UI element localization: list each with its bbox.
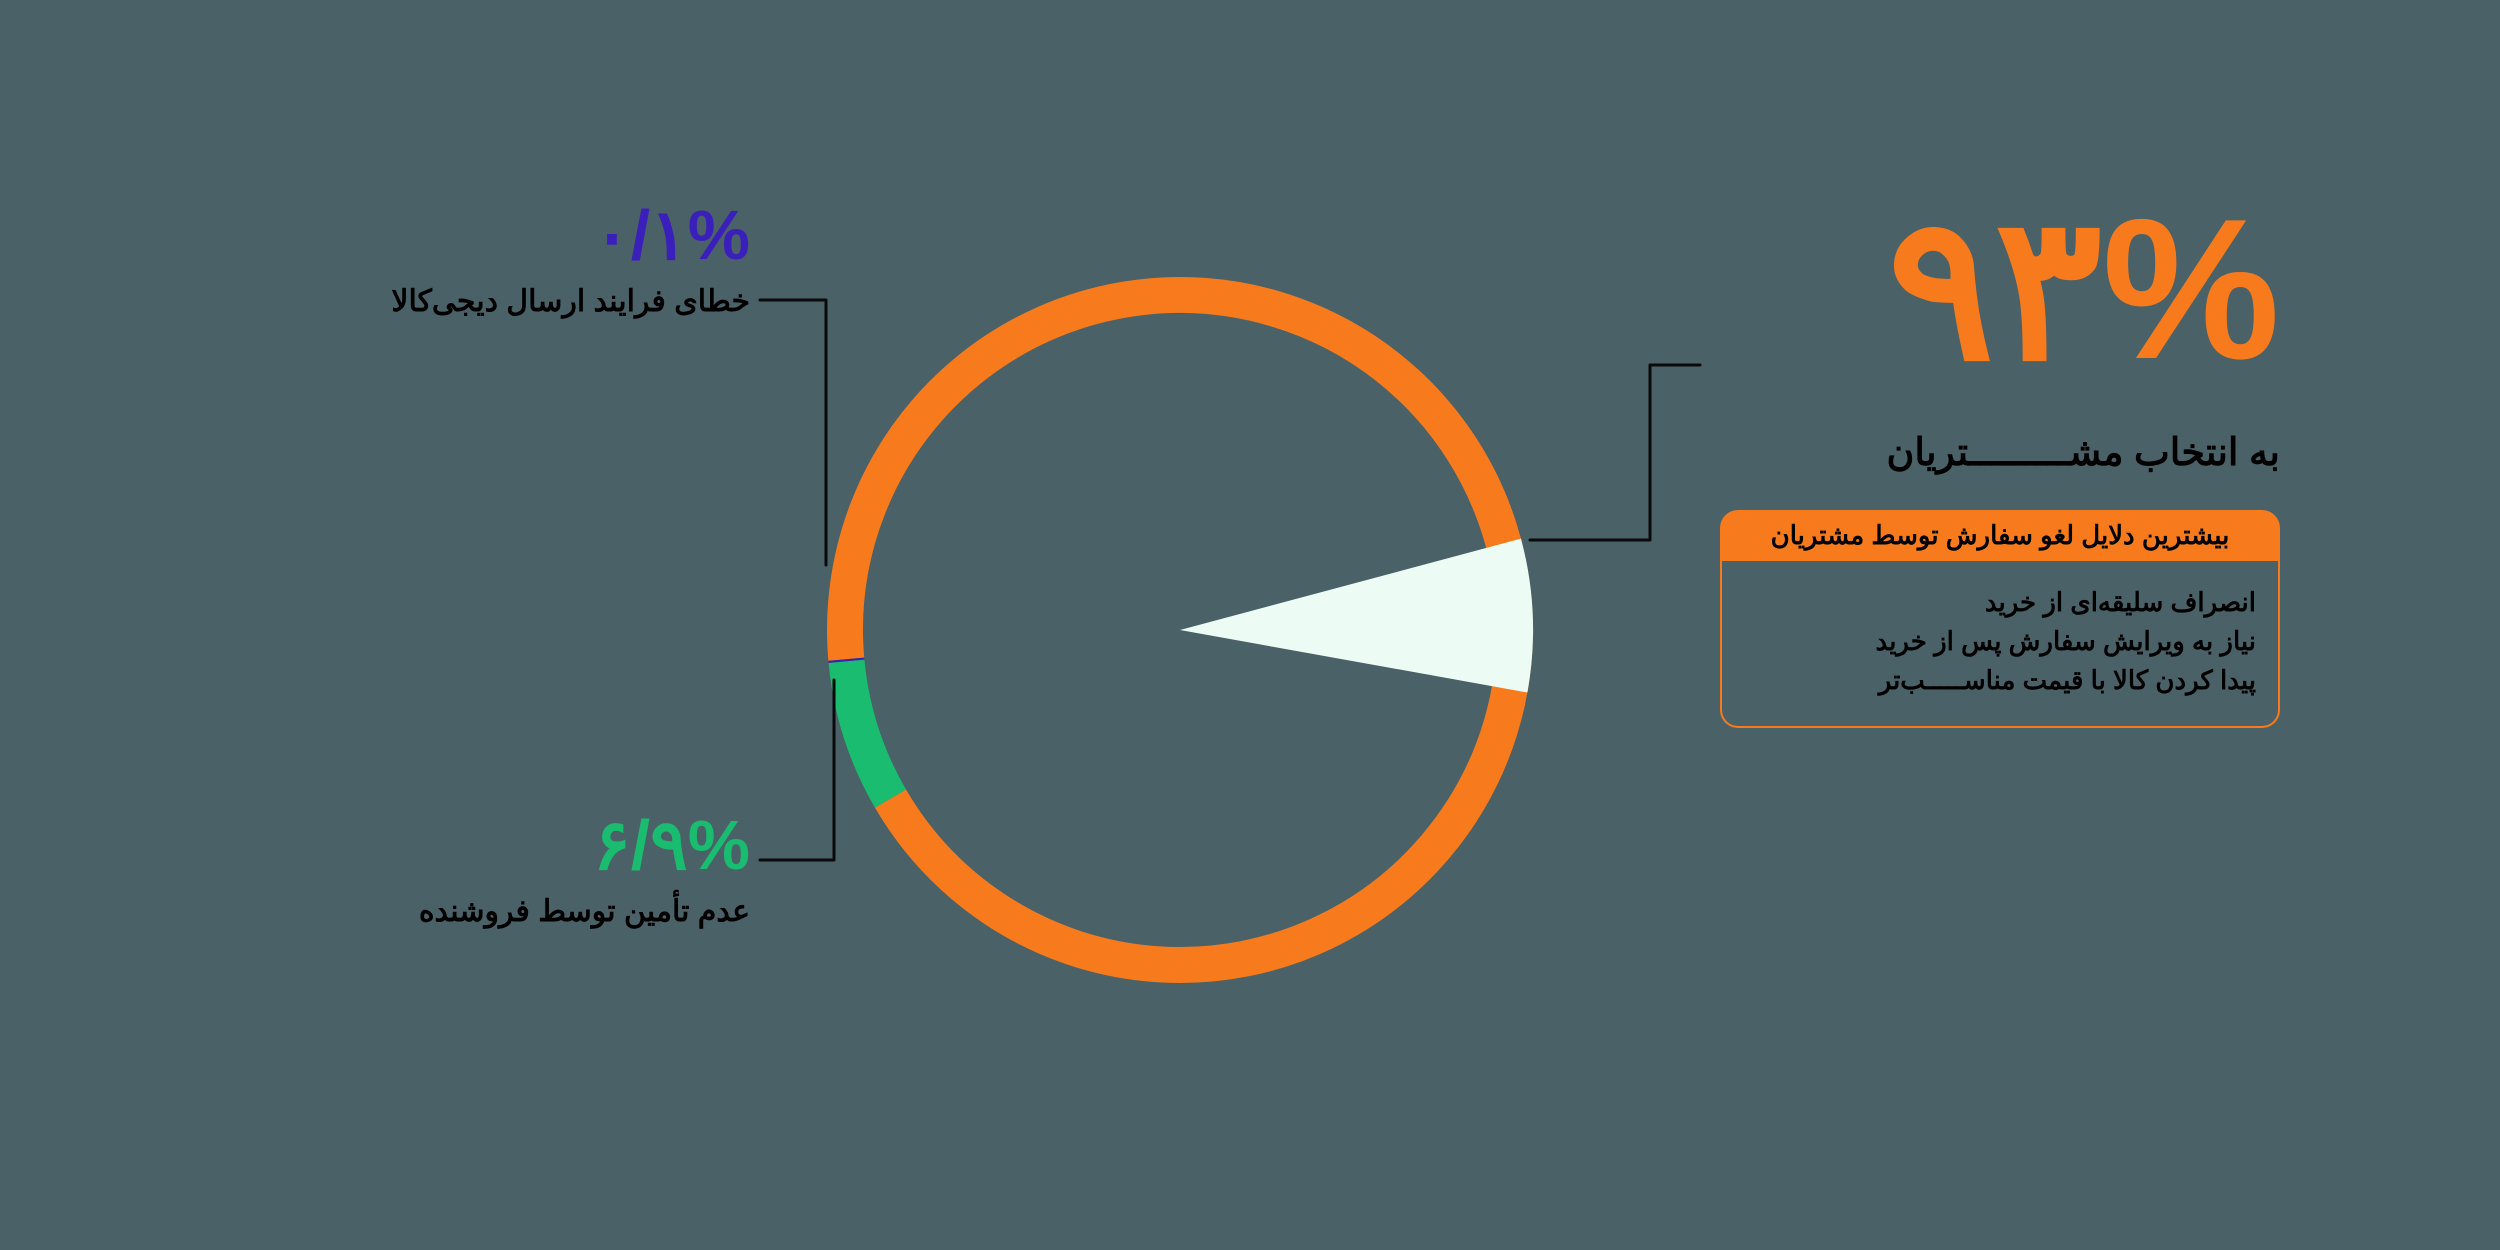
callout-shipping: ۰/۱% خطای فرایند ارسال دیجی‌کالا bbox=[330, 200, 750, 319]
main-percent: ۹۳% bbox=[1720, 190, 2280, 390]
connector-supplier bbox=[760, 680, 834, 860]
callout-label: عدم تأمین توسط فروشنده bbox=[330, 894, 750, 929]
reasons-header: بیشترین دلایل لغو سفارش توسط مشتریان bbox=[1720, 510, 2280, 561]
connector-shipping bbox=[760, 300, 826, 565]
reasons-box: بیشترین دلایل لغو سفارش توسط مشتریان انص… bbox=[1720, 510, 2280, 728]
pie-inner-wedge bbox=[1175, 538, 1540, 722]
reason-item: پیدا کردن کالا با قیمت مناســـــب‌تر bbox=[1744, 665, 2256, 696]
connector-main bbox=[1530, 365, 1700, 540]
pie-segment-supplier bbox=[846, 659, 890, 802]
reason-item: انصراف سلیقه‌ای از خرید bbox=[1744, 587, 2256, 618]
callout-percent: ۰/۱% bbox=[330, 200, 750, 270]
reason-item: نیاز به ویرایش سفارش پس از خرید bbox=[1744, 626, 2256, 657]
callout-percent: ۶/۹% bbox=[330, 810, 750, 880]
main-subtitle: به انتخاب مشـــــــــتریان bbox=[1720, 430, 2280, 475]
callout-supplier: ۶/۹% عدم تأمین توسط فروشنده bbox=[330, 810, 750, 929]
infographic-root: ۹۳% به انتخاب مشـــــــــتریان بیشترین د… bbox=[0, 0, 2500, 1250]
reasons-list: انصراف سلیقه‌ای از خرید نیاز به ویرایش سف… bbox=[1720, 561, 2280, 728]
callout-label: خطای فرایند ارسال دیجی‌کالا bbox=[330, 284, 750, 319]
